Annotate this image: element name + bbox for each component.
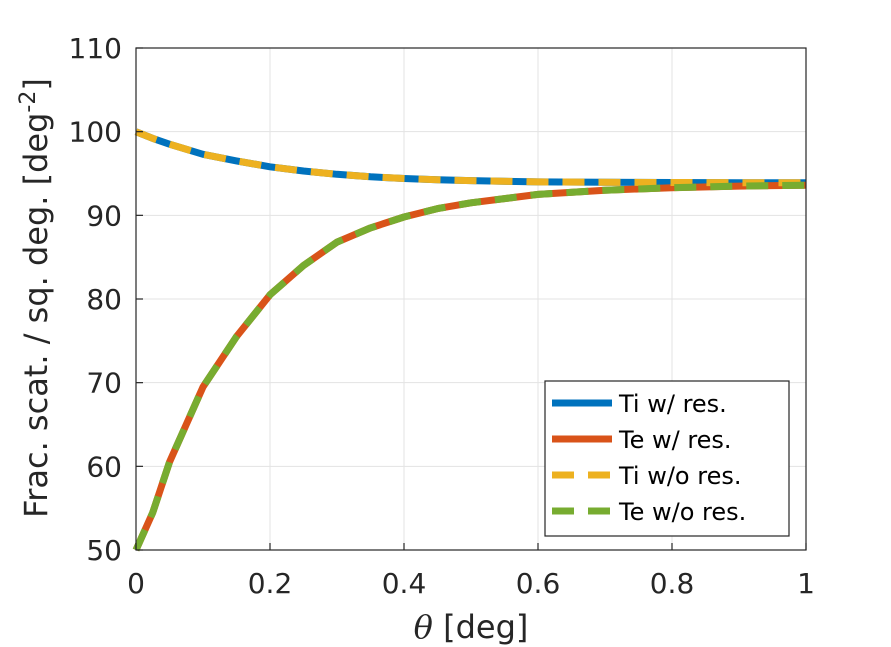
y-tick-label: 90: [86, 199, 122, 232]
x-tick-label: 1: [797, 567, 815, 600]
x-tick-label: 0.8: [650, 567, 695, 600]
y-tick-label: 70: [86, 367, 122, 400]
y-axis-label-main: Frac. scat. / sq. deg. [deg: [17, 113, 55, 518]
x-ticks: 0 0.2 0.4 0.6 0.8 1: [127, 543, 815, 600]
y-tick-label: 50: [86, 534, 122, 567]
y-axis-label-superscript: -2: [16, 91, 41, 113]
y-tick-label: 100: [69, 116, 122, 149]
legend-label-3: Ti w/o res.: [618, 462, 741, 490]
x-axis-label: θ [deg]: [414, 608, 529, 646]
x-tick-label: 0.2: [248, 567, 293, 600]
series-lines: [132, 128, 807, 552]
legend-label-1: Ti w/ res.: [618, 390, 727, 418]
x-tick-label: 0.4: [382, 567, 427, 600]
legend: Ti w/ res. Te w/ res. Ti w/o res. Te w/o re…: [544, 380, 790, 537]
legend-box: [544, 380, 790, 537]
series-line-4: [132, 181, 807, 552]
legend-label-2: Te w/ res.: [618, 426, 732, 454]
legend-label-4: Te w/o res.: [618, 498, 746, 526]
x-tick-label: 0: [127, 567, 145, 600]
x-tick-label: 0.6: [516, 567, 561, 600]
y-axis-label: Frac. scat. / sq. deg. [deg-2]: [16, 78, 55, 518]
x-axis-unit: [deg]: [433, 608, 528, 646]
y-tick-label: 110: [69, 32, 122, 65]
y-ticks: 50 60 70 80 90 100 110: [69, 32, 143, 567]
y-axis-label-close: ]: [17, 78, 55, 90]
y-tick-label: 80: [86, 283, 122, 316]
series-line-1: [134, 128, 806, 187]
x-axis-symbol: θ: [414, 608, 433, 646]
y-tick-label: 60: [86, 450, 122, 483]
